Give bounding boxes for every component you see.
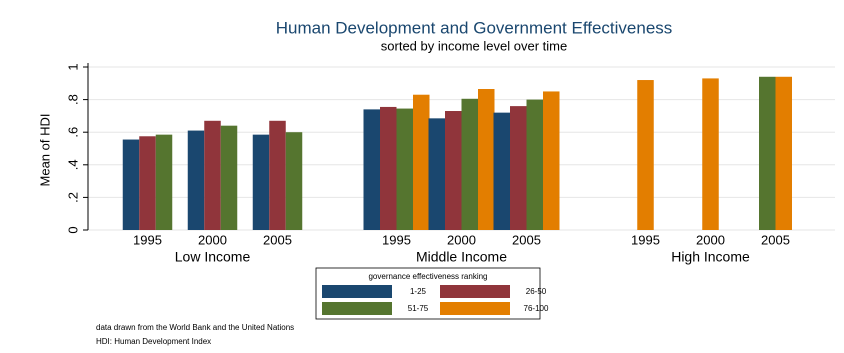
x-tick-label: 1995: [631, 232, 660, 247]
y-tick-label: .8: [65, 94, 80, 105]
bar: [759, 76, 776, 230]
legend-swatch: [322, 285, 392, 298]
bar: [413, 94, 430, 231]
bar: [139, 136, 156, 230]
legend-label: 1-25: [410, 287, 427, 296]
bar: [478, 89, 495, 230]
bar: [187, 130, 205, 230]
bar: [204, 120, 221, 230]
y-tick-label: .4: [65, 159, 80, 170]
bar: [155, 134, 173, 230]
group-label: High Income: [671, 249, 750, 265]
bar: [396, 108, 413, 230]
group-label: Low Income: [175, 249, 251, 265]
y-tick-label: .2: [65, 192, 80, 203]
bar: [510, 106, 527, 230]
y-tick-label: 1: [65, 63, 80, 70]
note: data drawn from the World Bank and the U…: [96, 323, 294, 332]
bar: [461, 98, 478, 230]
legend-swatch: [322, 302, 392, 315]
bar: [269, 120, 286, 230]
note: HDI: Human Development Index: [96, 337, 211, 346]
bar: [363, 109, 380, 230]
bar: [637, 80, 654, 230]
group-label: Middle Income: [416, 249, 507, 265]
legend-swatch: [440, 285, 510, 298]
x-tick-label: 2000: [696, 232, 725, 247]
x-tick-label: 2005: [512, 232, 541, 247]
bar: [543, 91, 560, 230]
y-tick-label: .6: [65, 127, 80, 138]
x-tick-label: 1995: [382, 232, 411, 247]
legend-swatch: [440, 302, 510, 315]
y-axis-label: Mean of HDI: [37, 114, 52, 187]
legend-label: 26-50: [526, 287, 547, 296]
x-tick-label: 2000: [447, 232, 476, 247]
bar: [252, 134, 270, 230]
legend-label: 76-100: [524, 304, 549, 313]
bar: [775, 76, 792, 230]
chart-title: Human Development and Government Effecti…: [276, 18, 673, 37]
x-tick-label: 2005: [761, 232, 790, 247]
chart-subtitle: sorted by income level over time: [381, 38, 567, 53]
bar: [493, 112, 510, 230]
bar: [285, 132, 303, 230]
x-tick-label: 2000: [198, 232, 227, 247]
bar: [702, 78, 719, 230]
y-tick-label: 0: [65, 226, 80, 233]
bar: [526, 99, 543, 230]
legend-title: governance effectiveness ranking: [368, 272, 487, 281]
bar: [380, 106, 397, 230]
bar: [445, 111, 462, 230]
x-tick-label: 1995: [133, 232, 162, 247]
x-tick-label: 2005: [263, 232, 292, 247]
legend-label: 51-75: [408, 304, 429, 313]
bar: [428, 118, 445, 230]
bar: [122, 139, 140, 230]
bar: [220, 125, 238, 230]
